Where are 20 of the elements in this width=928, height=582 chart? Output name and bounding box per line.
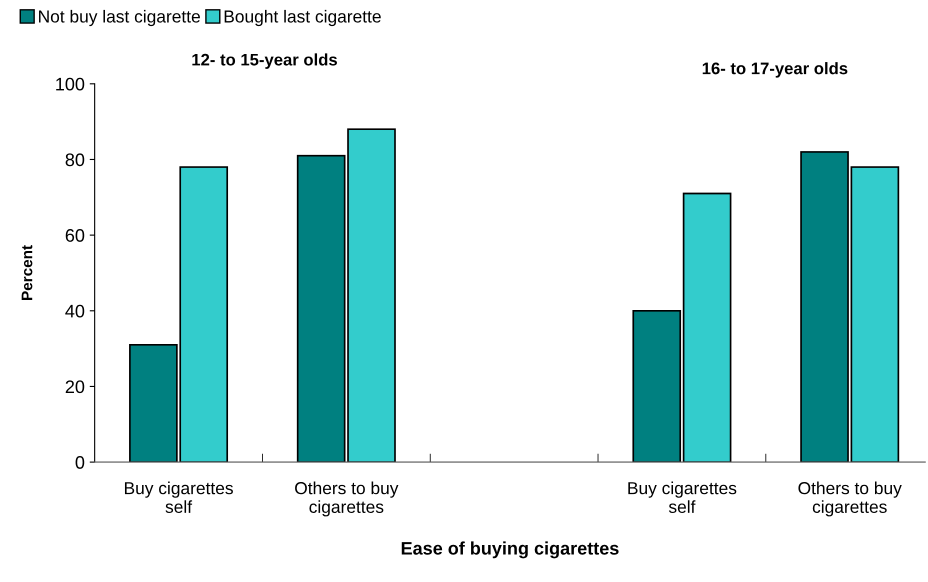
y-tick-label: 80 [66, 153, 84, 166]
bar [682, 192, 732, 462]
x-tick-label: Others to buy cigarettes [798, 482, 902, 516]
y-tick-label: 60 [66, 229, 84, 242]
bar [632, 310, 682, 462]
bar [179, 166, 228, 462]
legend-label: Bought last cigarette [224, 10, 381, 26]
x-axis-title: Ease of buying cigarettes [402, 541, 619, 558]
legend-label: Not buy last cigarette [39, 10, 200, 26]
y-axis-title: Percent [22, 245, 32, 300]
y-tick-label: 100 [56, 78, 84, 91]
y-tick-label: 20 [66, 380, 84, 394]
text: 16- to 17-year olds [702, 62, 848, 78]
text: 12- to 15-year olds [192, 53, 337, 69]
y-tick-label: 40 [65, 304, 84, 318]
y-tick-label: 0 [76, 456, 84, 469]
x-tick-label: Buy cigarettes self [124, 482, 233, 514]
x-tick-label: Others to buy cigarettes [295, 482, 398, 516]
bar [129, 344, 178, 462]
x-tick-label: Buy cigarettes self [628, 482, 736, 514]
